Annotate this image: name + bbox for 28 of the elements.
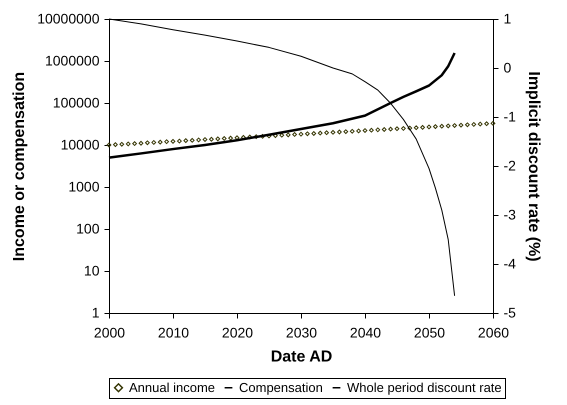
x-tick-label: 2040 — [350, 324, 382, 340]
y2-tick-label: 1 — [504, 10, 512, 26]
x-tick-label: 2000 — [94, 324, 126, 340]
y-tick-label: 1 — [92, 304, 100, 320]
y-tick-label: 1000 — [68, 178, 100, 194]
y2-tick-label: -2 — [504, 158, 516, 174]
y2-tick-label: -4 — [504, 256, 516, 272]
y2-tick-label: 0 — [504, 60, 512, 76]
legend-label: Annual income — [129, 380, 215, 395]
y2-tick-label: -1 — [504, 108, 516, 124]
legend-label: Whole period discount rate — [347, 380, 502, 395]
y2-axis-title: Implicit discount rate (%) — [524, 71, 542, 262]
y2-tick-label: -5 — [504, 304, 516, 320]
x-tick-label: 2020 — [222, 324, 254, 340]
x-tick-label: 2030 — [286, 324, 318, 340]
y-tick-label: 100 — [76, 220, 100, 236]
x-tick-label: 2010 — [158, 324, 190, 340]
x-axis-title: Date AD — [270, 348, 332, 366]
y2-tick-label: -3 — [504, 206, 516, 222]
x-tick-label: 2060 — [478, 324, 510, 340]
y-tick-label: 10000 — [60, 136, 100, 152]
y-tick-label: 1000000 — [44, 52, 100, 68]
y-tick-label: 10 — [84, 262, 100, 278]
x-tick-label: 2050 — [414, 324, 446, 340]
y-axis-title: Income or compensation — [11, 72, 28, 262]
y-tick-label: 10000000 — [37, 10, 100, 26]
legend-label: Compensation — [239, 380, 323, 395]
y-tick-label: 100000 — [52, 94, 100, 110]
